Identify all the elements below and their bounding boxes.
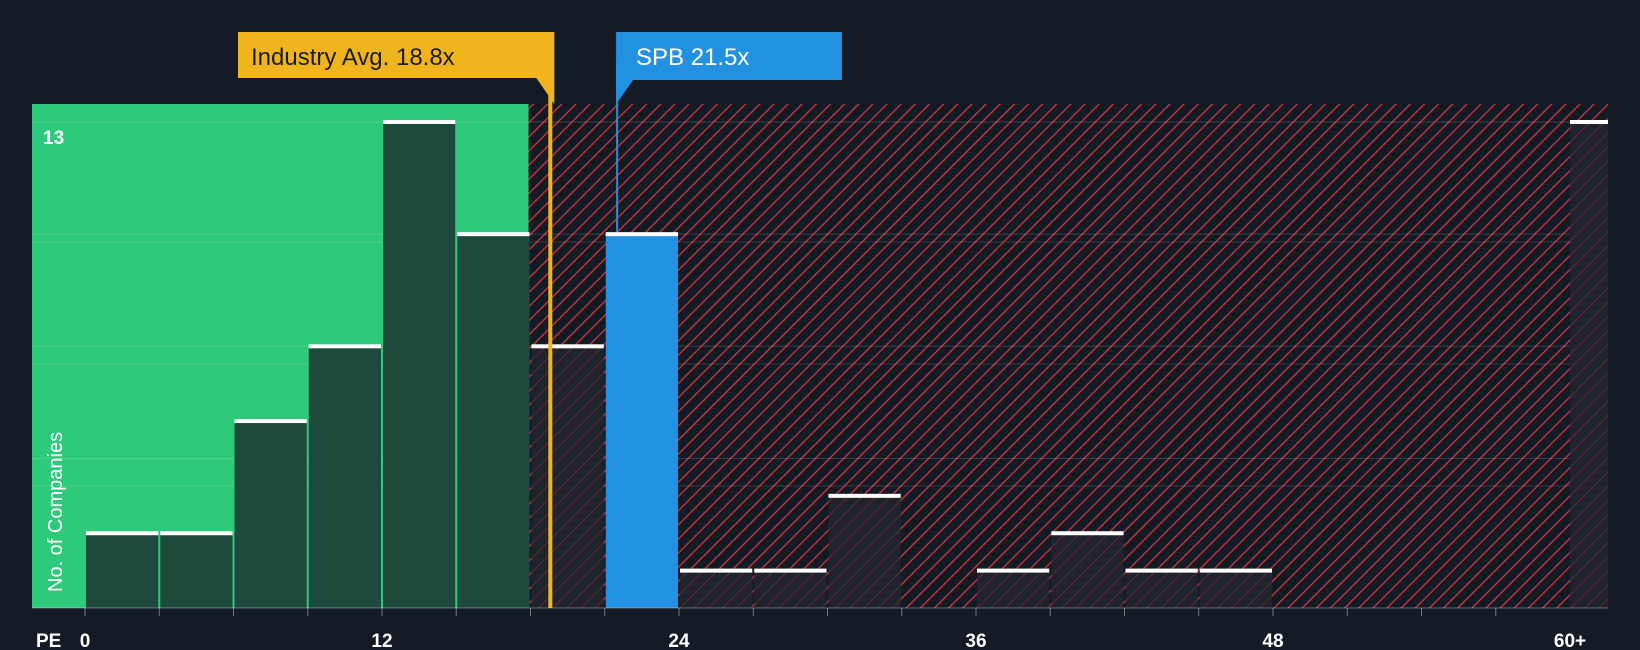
industry-avg-label: Industry Avg. 18.8x [251,44,455,71]
histogram-bar-cap [1051,531,1124,536]
x-tick-label: 12 [371,631,392,650]
histogram-bar [828,495,901,608]
histogram-bar [1051,533,1124,608]
histogram-bar-cap [383,120,456,124]
histogram-bar-cap [234,419,307,424]
histogram-bar-cap [457,232,530,237]
x-tick-label: 24 [668,631,690,650]
y-axis-max-label: 13 [43,128,64,149]
histogram-bar [160,533,233,608]
histogram-bar [86,533,159,608]
histogram-bar-cap [977,568,1050,573]
histogram-bar [1199,570,1272,608]
histogram-bar [754,570,827,608]
histogram-bar-cap [754,568,827,573]
histogram-bar [605,234,678,608]
company-callout [616,32,842,104]
x-tick-label: 0 [80,631,91,650]
histogram-bar [1125,570,1198,608]
histogram-bar [977,570,1050,608]
histogram-bar [234,421,307,608]
industry-avg-callout [238,32,555,104]
histogram-bar-cap [86,531,159,536]
histogram-bar-cap [680,568,753,573]
x-tick-label: 36 [965,631,986,650]
y-axis-title: No. of Companies [45,432,67,592]
histogram-bar-cap [531,344,604,349]
overvalued-zone [528,104,1608,608]
histogram-bar-cap [160,531,233,536]
histogram-bar-cap [605,232,678,237]
histogram-bar [457,234,530,608]
histogram-bar-cap [308,344,381,349]
histogram-bar [383,122,456,608]
histogram-bar [308,346,381,608]
x-tick-label: 60+ [1554,631,1586,650]
x-tick-label: 48 [1262,631,1283,650]
industry-avg-line [548,58,553,608]
company-label: SPB 21.5x [636,44,749,71]
x-axis-title: PE [36,631,61,650]
histogram-bar [531,346,604,608]
histogram-bar [680,570,753,608]
histogram-bar-cap [1199,568,1272,573]
histogram-bar-cap [1125,568,1198,573]
histogram-bar [1570,122,1608,608]
histogram-bar-cap [1570,120,1608,124]
histogram-bar-cap [828,493,901,498]
